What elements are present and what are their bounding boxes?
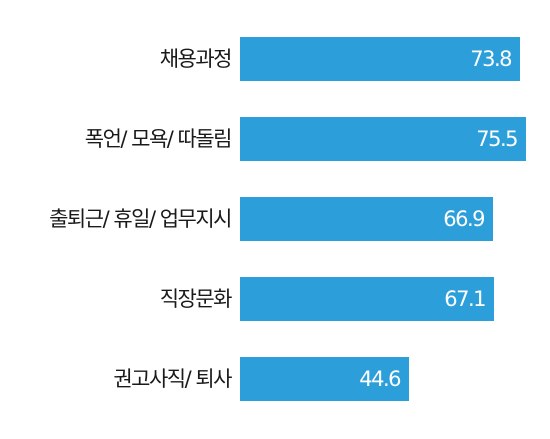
category-label-0: 채용과정 [160,47,231,71]
bars-group [240,37,526,401]
value-label-4: 44.6 [359,367,401,391]
bar-0 [240,37,520,81]
bar-2 [240,197,493,241]
value-label-3: 67.1 [444,287,485,311]
category-label-4: 권고사직/ 퇴사 [113,367,232,391]
bar-3 [240,277,494,321]
value-labels: 73.8 75.5 66.9 67.1 44.6 [359,47,518,391]
value-label-0: 73.8 [470,47,511,71]
category-label-2: 출퇴근/ 휴일/ 업무지시 [49,207,231,231]
category-label-1: 폭언/ 모욕/ 따돌림 [85,127,231,151]
bar-4 [240,357,409,401]
value-label-2: 66.9 [443,207,484,231]
bar-1 [240,117,526,161]
category-label-3: 직장문화 [160,287,232,311]
value-label-1: 75.5 [476,127,517,151]
